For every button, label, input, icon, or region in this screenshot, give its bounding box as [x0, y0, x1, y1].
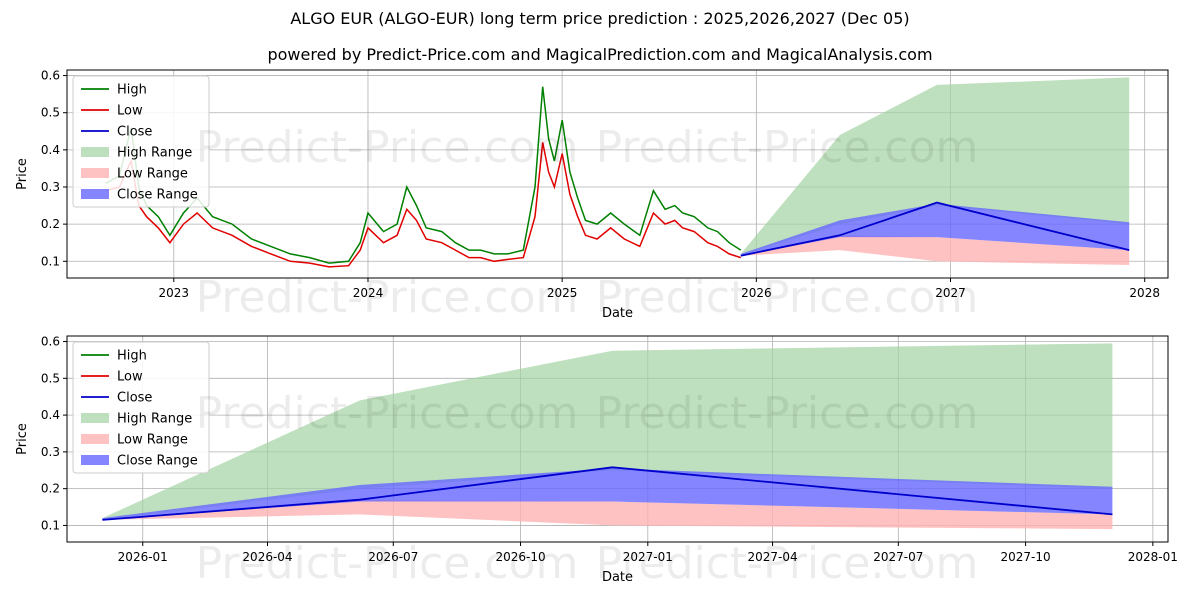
legend-label-close-range: Close Range — [117, 454, 198, 469]
x-tick-label: 2027-01 — [623, 550, 673, 564]
legend-swatch-high-range — [81, 147, 109, 157]
high-range-band — [102, 343, 1113, 520]
y-tick-label: 0.4 — [41, 408, 60, 422]
low-range-band — [740, 235, 1130, 265]
x-tick-label: 2026-01 — [118, 550, 168, 564]
close-series-line — [740, 201, 1130, 257]
close-series-line — [102, 466, 1113, 521]
y-tick-label: 0.5 — [41, 106, 60, 120]
x-tick-label: 2027 — [935, 286, 966, 300]
chart-subtitle: powered by Predict-Price.com and Magical… — [267, 45, 933, 64]
x-tick-label: 2024 — [353, 286, 384, 300]
panel-top — [63, 69, 1169, 282]
legend-label-close-range: Close Range — [117, 188, 198, 203]
x-axis-label: Date — [602, 306, 633, 321]
y-tick-label: 0.3 — [41, 180, 60, 194]
x-tick-label: 2028 — [1129, 286, 1160, 300]
watermark: Predict-Price.com — [596, 272, 979, 323]
plot-frame — [66, 69, 1169, 279]
y-tick-label: 0.4 — [41, 143, 60, 157]
legend-label-low: Low — [117, 104, 143, 119]
y-tick-label: 0.6 — [41, 335, 60, 349]
watermark: Predict-Price.com — [196, 538, 579, 589]
x-axis-label: Date — [602, 570, 633, 585]
x-tick-label: 2028-01 — [1128, 550, 1178, 564]
y-tick-label: 0.5 — [41, 371, 60, 385]
legend-label-high-range: High Range — [117, 146, 192, 161]
x-tick-label: 2026 — [741, 286, 772, 300]
watermark: Predict-Price.com — [196, 272, 579, 323]
close-range-band — [102, 468, 1113, 520]
watermark: Predict-Price.com — [596, 538, 979, 589]
y-tick-label: 0.1 — [41, 254, 60, 268]
x-tick-label: 2026-10 — [495, 550, 545, 564]
legend-label-close: Close — [117, 391, 152, 406]
y-tick-label: 0.6 — [41, 69, 60, 83]
y-tick-label: 0.1 — [41, 518, 60, 532]
low-series-line — [105, 142, 742, 268]
close-range-band — [740, 203, 1130, 256]
y-axis-label: Price — [15, 423, 30, 455]
high-range-band — [740, 77, 1130, 256]
legend-label-high-range: High Range — [117, 412, 192, 427]
x-tick-label: 2026-04 — [242, 550, 292, 564]
x-tick-label: 2026-07 — [368, 550, 418, 564]
legend-swatch-close-range — [81, 455, 109, 465]
legend-swatch-close-range — [81, 189, 109, 199]
legend-label-close: Close — [117, 125, 152, 140]
plot-area — [105, 77, 1130, 268]
legend-label-low-range: Low Range — [117, 167, 188, 182]
chart-title: ALGO EUR (ALGO-EUR) long term price pred… — [290, 9, 910, 28]
y-axis-label: Price — [15, 158, 30, 190]
x-tick-label: 2027-04 — [747, 550, 797, 564]
legend-label-high: High — [117, 83, 147, 98]
plot-area — [102, 343, 1113, 530]
watermark: Predict-Price.com — [196, 122, 579, 173]
panel-bottom — [63, 335, 1169, 546]
watermark: Predict-Price.com — [596, 388, 979, 439]
x-tick-label: 2025 — [547, 286, 578, 300]
legend-swatch-high-range — [81, 413, 109, 423]
y-tick-label: 0.3 — [41, 445, 60, 459]
watermark: Predict-Price.com — [596, 122, 979, 173]
legend-label-low: Low — [117, 370, 143, 385]
legend-label-high: High — [117, 349, 147, 364]
legend-swatch-low-range — [81, 434, 109, 444]
x-tick-label: 2023 — [159, 286, 190, 300]
x-tick-label: 2027-07 — [873, 550, 923, 564]
y-tick-label: 0.2 — [41, 482, 60, 496]
legend-swatch-low-range — [81, 168, 109, 178]
watermark: Predict-Price.com — [196, 388, 579, 439]
y-tick-label: 0.2 — [41, 217, 60, 231]
legend-label-low-range: Low Range — [117, 433, 188, 448]
low-range-band — [102, 499, 1113, 530]
plot-frame — [66, 335, 1169, 543]
x-tick-label: 2027-10 — [1001, 550, 1051, 564]
